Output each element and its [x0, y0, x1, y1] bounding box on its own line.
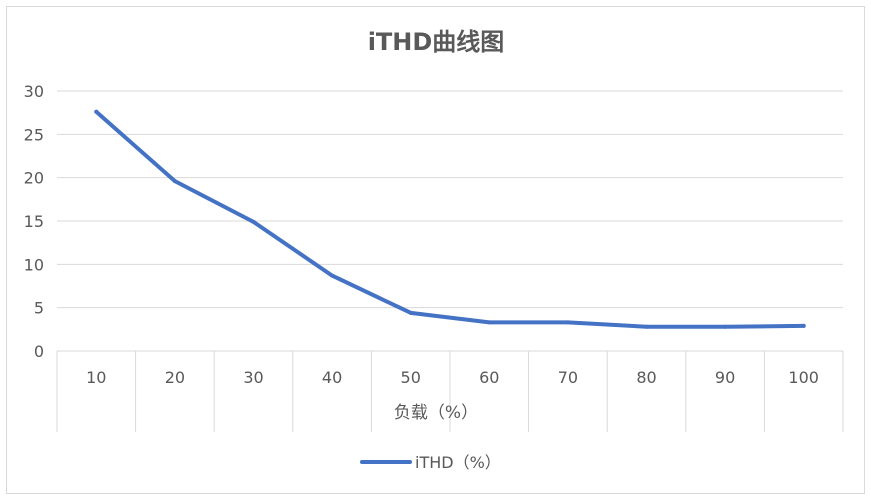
data-point	[172, 179, 177, 184]
y-tick-label: 0	[34, 342, 44, 361]
data-point	[487, 320, 492, 325]
series-layer	[94, 109, 806, 329]
gridlines	[57, 90, 843, 309]
y-tick-label: 25	[24, 125, 44, 144]
legend: iTHD（%）	[360, 453, 501, 472]
data-point	[408, 310, 413, 315]
x-tick-label: 10	[86, 368, 106, 387]
y-tick-label: 15	[24, 212, 44, 231]
data-point	[565, 320, 570, 325]
x-tick-label: 70	[558, 368, 578, 387]
y-tick-label: 10	[24, 255, 44, 274]
x-tick-label: 30	[243, 368, 263, 387]
series-line	[94, 109, 806, 329]
x-tick-label: 40	[322, 368, 342, 387]
legend-label: iTHD（%）	[415, 453, 501, 472]
y-tick-label: 20	[24, 169, 44, 188]
y-axis-ticks: 0 5 10 15 20 25 30	[24, 82, 44, 361]
data-point	[330, 273, 335, 278]
x-axis-ticks: 10 20 30 40 50 60 70 80 90 100	[86, 368, 819, 387]
y-tick-label: 30	[24, 82, 44, 101]
x-tick-label: 50	[401, 368, 421, 387]
chart-frame	[6, 6, 865, 494]
chart-title: iTHD曲线图	[368, 28, 505, 56]
axes	[56, 350, 844, 432]
data-point	[644, 324, 649, 329]
data-point	[723, 324, 728, 329]
data-point	[801, 323, 806, 328]
x-tick-label: 80	[636, 368, 656, 387]
x-tick-label: 90	[715, 368, 735, 387]
y-tick-label: 5	[34, 299, 44, 318]
data-point	[251, 219, 256, 224]
x-tick-label: 100	[788, 368, 819, 387]
data-point	[94, 109, 99, 114]
x-axis-title: 负载（%）	[394, 403, 478, 423]
x-tick-label: 60	[479, 368, 499, 387]
x-tick-label: 20	[165, 368, 185, 387]
